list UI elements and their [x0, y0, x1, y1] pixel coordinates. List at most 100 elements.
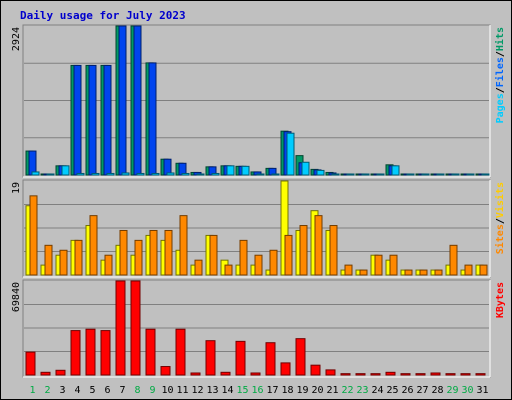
bar-kbytes-kbytes [280, 362, 291, 376]
bar-visits-sites [89, 215, 98, 276]
bar-visits-sites [449, 244, 458, 276]
bar-hits-files [133, 25, 142, 176]
bar-visits-sites [239, 239, 248, 276]
bar-visits-sites [314, 215, 323, 276]
bar-visits-sites [269, 249, 278, 276]
bar-visits-sites [404, 269, 413, 276]
day-label: 6 [104, 385, 110, 396]
bar-kbytes-kbytes [250, 372, 261, 376]
day-label: 15 [236, 385, 248, 396]
panel-kbytes: 69840 KBytes [11, 279, 506, 378]
bar-hits-pages [91, 172, 100, 176]
bar-visits-sites [284, 234, 293, 276]
legend-entry: Visits [494, 182, 506, 218]
day-label: 9 [149, 385, 155, 396]
bar-kbytes-kbytes [325, 369, 336, 376]
bar-hits-files [28, 150, 37, 176]
day-label: 14 [221, 385, 233, 396]
bar-visits-sites [119, 229, 128, 276]
bar-hits-pages [166, 172, 175, 176]
day-label: 30 [461, 385, 473, 396]
bar-hits-pages [121, 172, 130, 176]
bar-hits-files [88, 64, 97, 176]
day-label: 7 [119, 385, 125, 396]
bar-kbytes-kbytes [25, 351, 36, 376]
bar-kbytes-kbytes [235, 340, 246, 376]
bar-hits-pages [361, 173, 370, 176]
bar-visits-sites [389, 254, 398, 276]
bar-hits-pages [301, 161, 310, 176]
bar-hits-pages [61, 165, 70, 176]
day-label: 26 [401, 385, 413, 396]
legend-entry: / [495, 218, 506, 224]
day-axis: 1 2 3 4 5 6 7 8 9 10 11 12 13 14 15 16 17 18 19 20 21 22 23 24 2… [29, 385, 488, 396]
day-label: 21 [326, 385, 338, 396]
panel-ymax-label: 69840 [11, 282, 22, 312]
bar-visits-sites [104, 254, 113, 276]
bar-visits-sites [44, 244, 53, 276]
day-label: 3 [59, 385, 65, 396]
legend-entry: / [495, 87, 506, 93]
bar-hits-pages [226, 165, 235, 176]
day-label: 20 [311, 385, 323, 396]
day-label: 13 [206, 385, 218, 396]
bar-hits-pages [421, 173, 430, 176]
series-pages [31, 132, 490, 176]
bar-visits-sites [134, 239, 143, 276]
bar-visits-sites [149, 229, 158, 276]
bar-visits-sites [329, 225, 338, 276]
day-label: 2 [44, 385, 50, 396]
bar-kbytes-kbytes [265, 342, 276, 376]
bar-hits-files [118, 25, 127, 176]
bar-hits-pages [466, 173, 475, 176]
bar-kbytes-kbytes [220, 371, 231, 376]
bar-kbytes-kbytes [160, 366, 171, 376]
day-label: 24 [371, 385, 383, 396]
legend-entry: Files [494, 57, 506, 87]
bar-hits-pages [346, 173, 355, 176]
bar-kbytes-kbytes [475, 373, 486, 376]
bar-visits-sites [299, 225, 308, 276]
bar-hits-pages [46, 173, 55, 176]
bar-visits-sites [74, 239, 83, 276]
bar-kbytes-kbytes [355, 373, 366, 376]
bar-visits-sites [194, 259, 203, 276]
bar-visits-sites [254, 254, 263, 276]
bar-kbytes-kbytes [310, 364, 321, 376]
bar-hits-pages [76, 172, 85, 176]
bar-kbytes-kbytes [340, 373, 351, 376]
bar-kbytes-kbytes [70, 330, 81, 376]
bar-hits-pages [136, 172, 145, 176]
panel-ymax-label: 19 [11, 182, 22, 194]
bar-kbytes-kbytes [415, 373, 426, 376]
bar-kbytes-kbytes [430, 372, 441, 376]
bar-visits-sites [464, 264, 473, 276]
panel-visits: 19 Sites/Visits [11, 179, 506, 278]
day-label: 25 [386, 385, 398, 396]
bar-hits-pages [331, 173, 340, 176]
bar-visits-sites [434, 269, 443, 276]
day-label: 22 [341, 385, 353, 396]
bar-hits-pages [286, 132, 295, 176]
bar-visits-sites [209, 234, 218, 276]
day-label: 17 [266, 385, 278, 396]
bar-kbytes-kbytes [85, 328, 96, 376]
legend-entry: / [495, 51, 506, 57]
day-label: 4 [74, 385, 80, 396]
panel-ymax-label: 2924 [11, 27, 22, 51]
bar-kbytes-kbytes [130, 280, 141, 376]
legend-entry: Sites [494, 224, 506, 254]
panel-legend: Pages/Files/Hits [494, 27, 506, 123]
bar-kbytes-kbytes [145, 328, 156, 376]
bar-visits-sites [374, 254, 383, 276]
day-label: 11 [176, 385, 188, 396]
bar-hits-pages [196, 173, 205, 176]
day-label: 5 [89, 385, 95, 396]
panel-hits: 2924 Pages/Files/Hits [11, 24, 506, 178]
bar-kbytes-kbytes [175, 328, 186, 376]
series-kbytes [25, 280, 486, 376]
series-sites [29, 195, 488, 276]
bar-kbytes-kbytes [100, 330, 111, 376]
bar-kbytes-kbytes [445, 373, 456, 376]
bar-hits-pages [406, 173, 415, 176]
